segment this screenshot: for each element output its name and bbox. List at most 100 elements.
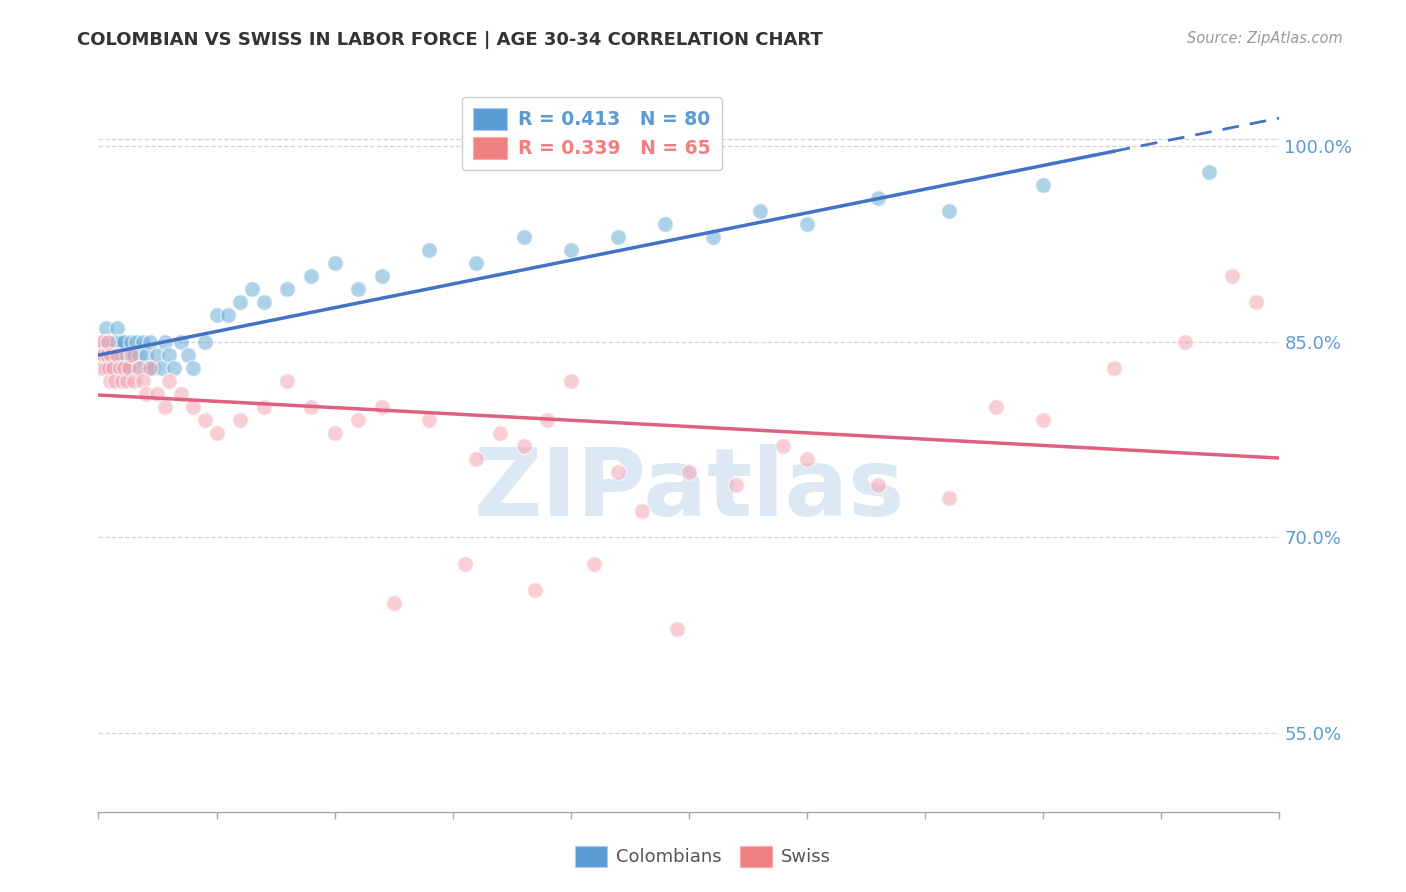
Point bbox=[153, 334, 176, 349]
Point bbox=[150, 360, 173, 375]
Point bbox=[177, 347, 200, 362]
Point bbox=[536, 413, 558, 427]
Point bbox=[465, 256, 488, 270]
Point bbox=[97, 334, 120, 349]
Point bbox=[489, 425, 512, 440]
Point bbox=[91, 334, 114, 349]
Point bbox=[299, 400, 322, 414]
Point bbox=[101, 334, 124, 349]
Point bbox=[108, 360, 131, 375]
Point bbox=[512, 439, 534, 453]
Point bbox=[146, 386, 169, 401]
Point bbox=[93, 347, 115, 362]
Point bbox=[108, 360, 131, 375]
Text: COLOMBIAN VS SWISS IN LABOR FORCE | AGE 30-34 CORRELATION CHART: COLOMBIAN VS SWISS IN LABOR FORCE | AGE … bbox=[77, 31, 823, 49]
Point bbox=[98, 347, 121, 362]
Point bbox=[146, 347, 169, 362]
Point bbox=[725, 478, 748, 492]
Point bbox=[371, 400, 394, 414]
Point bbox=[253, 400, 276, 414]
Point bbox=[90, 360, 112, 375]
Point bbox=[240, 282, 263, 296]
Point bbox=[194, 413, 217, 427]
Point bbox=[984, 400, 1007, 414]
Point bbox=[97, 334, 120, 349]
Point bbox=[607, 230, 630, 244]
Point bbox=[103, 360, 125, 375]
Point bbox=[94, 360, 117, 375]
Point bbox=[170, 386, 193, 401]
Point bbox=[118, 360, 141, 375]
Point bbox=[170, 334, 193, 349]
Point bbox=[866, 478, 889, 492]
Point bbox=[132, 374, 155, 388]
Point bbox=[110, 334, 132, 349]
Point bbox=[253, 295, 276, 310]
Point bbox=[121, 334, 143, 349]
Point bbox=[866, 191, 889, 205]
Point bbox=[418, 413, 440, 427]
Point bbox=[181, 360, 204, 375]
Point bbox=[93, 334, 115, 349]
Point bbox=[382, 596, 405, 610]
Point bbox=[796, 217, 818, 231]
Point bbox=[103, 347, 125, 362]
Point bbox=[98, 374, 121, 388]
Point bbox=[89, 360, 111, 375]
Point bbox=[323, 425, 346, 440]
Point bbox=[1174, 334, 1197, 349]
Point bbox=[560, 374, 582, 388]
Point bbox=[115, 374, 138, 388]
Point bbox=[94, 347, 117, 362]
Point bbox=[276, 282, 298, 296]
Point bbox=[205, 425, 228, 440]
Point bbox=[205, 309, 228, 323]
Point bbox=[93, 360, 115, 375]
Point bbox=[1220, 269, 1243, 284]
Point bbox=[465, 452, 488, 467]
Point bbox=[163, 360, 186, 375]
Point bbox=[135, 386, 157, 401]
Point bbox=[1244, 295, 1267, 310]
Point bbox=[91, 347, 114, 362]
Point bbox=[107, 347, 129, 362]
Legend: Colombians, Swiss: Colombians, Swiss bbox=[568, 838, 838, 874]
Point bbox=[938, 203, 960, 218]
Point bbox=[157, 374, 180, 388]
Point bbox=[323, 256, 346, 270]
Point bbox=[98, 360, 121, 375]
Point bbox=[100, 347, 122, 362]
Point bbox=[153, 400, 176, 414]
Point bbox=[1102, 360, 1125, 375]
Point bbox=[229, 295, 252, 310]
Point bbox=[96, 347, 118, 362]
Point bbox=[132, 334, 155, 349]
Point bbox=[194, 334, 217, 349]
Point bbox=[105, 334, 128, 349]
Point bbox=[104, 334, 127, 349]
Point bbox=[347, 282, 370, 296]
Point bbox=[100, 334, 122, 349]
Point bbox=[666, 622, 689, 636]
Legend: R = 0.413   N = 80, R = 0.339   N = 65: R = 0.413 N = 80, R = 0.339 N = 65 bbox=[463, 97, 723, 170]
Point bbox=[96, 360, 118, 375]
Point bbox=[560, 243, 582, 257]
Point bbox=[630, 504, 652, 518]
Point bbox=[796, 452, 818, 467]
Point bbox=[104, 374, 127, 388]
Point bbox=[112, 334, 135, 349]
Point bbox=[276, 374, 298, 388]
Point bbox=[91, 360, 114, 375]
Point bbox=[453, 557, 475, 571]
Point bbox=[101, 360, 124, 375]
Point bbox=[135, 347, 157, 362]
Point bbox=[91, 334, 114, 349]
Point bbox=[104, 360, 127, 375]
Point bbox=[142, 360, 165, 375]
Point bbox=[139, 360, 162, 375]
Point bbox=[418, 243, 440, 257]
Point bbox=[299, 269, 322, 284]
Point bbox=[229, 413, 252, 427]
Point bbox=[112, 360, 135, 375]
Point bbox=[748, 203, 770, 218]
